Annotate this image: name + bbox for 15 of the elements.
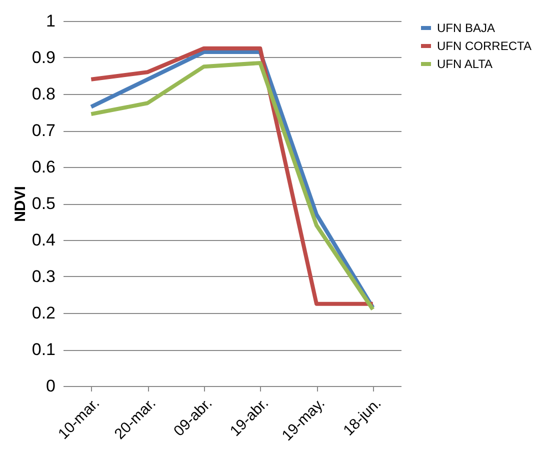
y-tick-label: 0.3 bbox=[32, 267, 56, 286]
y-tick-label: 0.4 bbox=[32, 230, 56, 250]
legend-label: UFN ALTA bbox=[437, 57, 493, 71]
legend-label: UFN CORRECTA bbox=[437, 39, 532, 53]
legend-label: UFN BAJA bbox=[437, 21, 496, 35]
y-tick-label: 0.1 bbox=[32, 340, 56, 359]
y-tick-label: 0 bbox=[46, 376, 56, 396]
y-tick-label: 0.6 bbox=[32, 158, 56, 176]
y-tick-label: 0.2 bbox=[32, 304, 56, 322]
y-tick-label: 0.8 bbox=[32, 84, 56, 104]
y-tick-label: 0.7 bbox=[32, 121, 56, 140]
y-tick-label: 0.5 bbox=[32, 194, 56, 213]
y-tick-label: 1 bbox=[46, 12, 56, 30]
y-tick-label: 0.9 bbox=[32, 48, 56, 67]
y-axis-title: NDVI bbox=[12, 186, 29, 222]
